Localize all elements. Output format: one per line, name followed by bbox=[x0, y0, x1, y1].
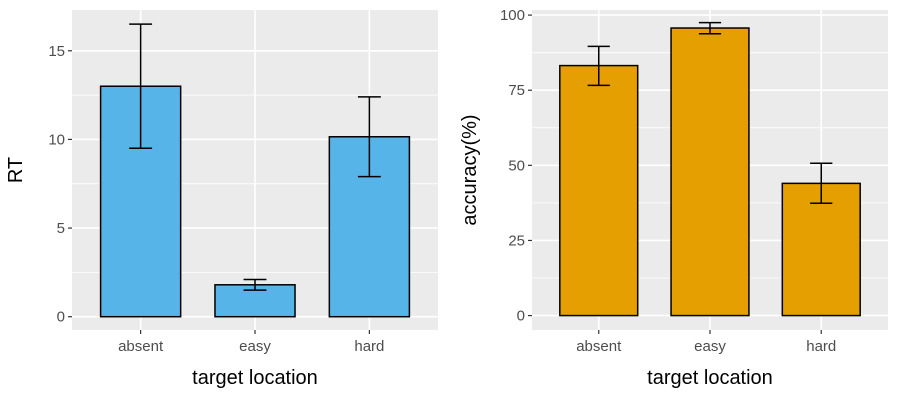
accuracy-error-bar-easy bbox=[698, 21, 722, 35]
accuracy-y-axis-title: accuracy(%) bbox=[459, 114, 481, 225]
accuracy-bars bbox=[559, 27, 861, 317]
rt-x-tick-label: hard bbox=[354, 338, 384, 355]
accuracy-bar-hard bbox=[781, 182, 861, 317]
accuracy-bar-easy bbox=[670, 27, 750, 317]
accuracy-axes: 0 25 50 75 100 absent easy hard bbox=[500, 7, 836, 355]
accuracy-x-tick-label: absent bbox=[576, 338, 622, 355]
rt-x-tick-label: easy bbox=[239, 338, 271, 355]
accuracy-y-tick-label: 100 bbox=[500, 7, 525, 24]
rt-y-tick-label: 15 bbox=[48, 43, 65, 60]
accuracy-error-bar-absent bbox=[587, 45, 610, 87]
accuracy-bar-absent bbox=[559, 64, 639, 317]
accuracy-y-tick-label: 25 bbox=[508, 232, 525, 249]
rt-chart: 0 5 10 15 absent easy hard target location RT bbox=[5, 10, 438, 389]
rt-x-axis-title: target location bbox=[192, 367, 318, 389]
rt-y-tick-label: 0 bbox=[57, 309, 65, 326]
accuracy-y-tick-label: 75 bbox=[508, 82, 525, 99]
rt-error-bars bbox=[129, 23, 381, 291]
rt-bar-easy bbox=[214, 284, 296, 318]
rt-y-tick-label: 5 bbox=[57, 220, 65, 237]
rt-x-tick-label: absent bbox=[118, 338, 164, 355]
rt-y-axis-title: RT bbox=[5, 157, 27, 183]
rt-axes: 0 5 10 15 absent easy hard bbox=[48, 43, 384, 355]
accuracy-x-tick-label: hard bbox=[806, 338, 836, 355]
accuracy-error-bar-hard bbox=[810, 162, 833, 204]
accuracy-x-axis-title: target location bbox=[647, 367, 773, 389]
accuracy-y-tick-label: 0 bbox=[517, 308, 525, 325]
accuracy-x-tick-label: easy bbox=[694, 338, 726, 355]
accuracy-error-bars bbox=[587, 21, 833, 204]
rt-error-bar-easy bbox=[243, 278, 267, 291]
rt-error-bar-absent bbox=[129, 23, 153, 150]
accuracy-chart: 0 25 50 75 100 absent easy hard target location… bbox=[459, 7, 888, 389]
rt-y-tick-label: 10 bbox=[48, 131, 65, 148]
rt-error-bar-hard bbox=[357, 96, 381, 178]
accuracy-y-tick-label: 50 bbox=[508, 157, 525, 174]
